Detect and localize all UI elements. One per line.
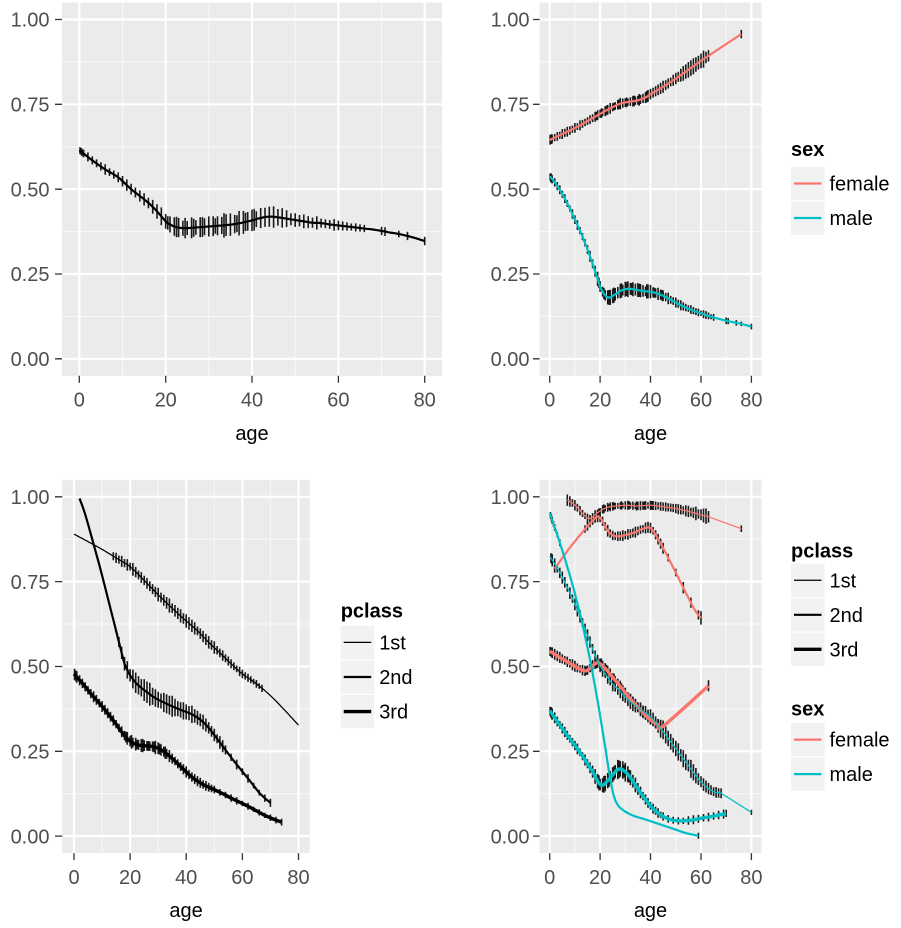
svg-text:60: 60 (690, 390, 712, 412)
svg-text:0: 0 (544, 867, 555, 889)
svg-text:1.00: 1.00 (11, 487, 50, 509)
svg-text:1.00: 1.00 (491, 10, 530, 32)
svg-text:0: 0 (544, 390, 555, 412)
svg-text:20: 20 (589, 867, 611, 889)
svg-text:age: age (169, 900, 202, 922)
svg-text:0.00: 0.00 (491, 349, 530, 371)
svg-text:80: 80 (740, 390, 762, 412)
svg-text:80: 80 (414, 390, 436, 412)
svg-text:40: 40 (175, 867, 197, 889)
svg-text:20: 20 (155, 390, 177, 412)
svg-text:40: 40 (639, 390, 661, 412)
svg-text:0.75: 0.75 (11, 95, 50, 117)
svg-text:sex: sex (791, 699, 824, 721)
svg-text:0.75: 0.75 (491, 95, 530, 117)
svg-text:1.00: 1.00 (491, 487, 530, 509)
svg-text:female: female (830, 174, 890, 196)
svg-text:0.50: 0.50 (491, 657, 530, 679)
svg-text:male: male (830, 208, 873, 230)
svg-text:pclass: pclass (341, 600, 403, 622)
svg-text:0.75: 0.75 (11, 572, 50, 594)
svg-text:0.25: 0.25 (11, 742, 50, 764)
svg-text:0.50: 0.50 (491, 179, 530, 201)
svg-text:1st: 1st (379, 632, 406, 654)
svg-text:3rd: 3rd (379, 702, 408, 724)
svg-text:2nd: 2nd (379, 667, 412, 689)
svg-text:0.00: 0.00 (491, 826, 530, 848)
svg-text:age: age (634, 900, 667, 922)
svg-text:0.00: 0.00 (11, 349, 50, 371)
svg-text:age: age (634, 423, 667, 445)
svg-text:sex: sex (791, 139, 824, 161)
svg-text:0: 0 (74, 390, 85, 412)
svg-text:60: 60 (231, 867, 253, 889)
svg-text:0.50: 0.50 (11, 179, 50, 201)
svg-text:20: 20 (119, 867, 141, 889)
svg-text:0.50: 0.50 (11, 657, 50, 679)
svg-text:0.75: 0.75 (491, 572, 530, 594)
svg-text:60: 60 (690, 867, 712, 889)
svg-text:80: 80 (287, 867, 309, 889)
svg-text:1.00: 1.00 (11, 10, 50, 32)
svg-text:pclass: pclass (791, 541, 853, 563)
svg-text:0: 0 (68, 867, 79, 889)
svg-text:1st: 1st (830, 570, 857, 592)
svg-text:0.00: 0.00 (11, 826, 50, 848)
svg-text:0.25: 0.25 (11, 264, 50, 286)
svg-text:female: female (830, 730, 890, 752)
svg-text:40: 40 (639, 867, 661, 889)
svg-text:20: 20 (589, 390, 611, 412)
svg-text:0.25: 0.25 (491, 264, 530, 286)
svg-text:40: 40 (241, 390, 263, 412)
svg-text:3rd: 3rd (830, 639, 859, 661)
svg-text:2nd: 2nd (830, 605, 863, 627)
svg-text:60: 60 (327, 390, 349, 412)
svg-text:80: 80 (740, 867, 762, 889)
svg-text:age: age (235, 423, 268, 445)
svg-text:male: male (830, 764, 873, 786)
svg-text:0.25: 0.25 (491, 742, 530, 764)
